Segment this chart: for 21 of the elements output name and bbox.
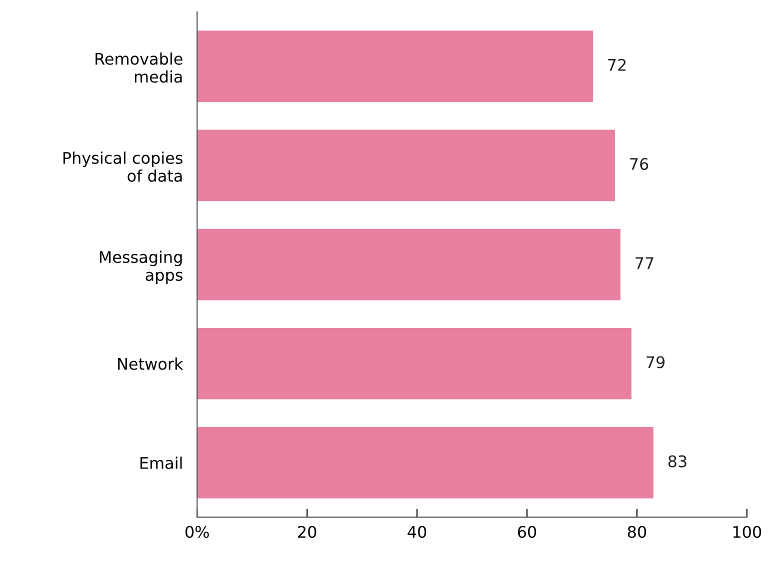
bar xyxy=(197,130,615,202)
y-tick-label: Physical copies of data xyxy=(63,152,182,182)
data-label: 79 xyxy=(646,356,665,368)
data-label: 76 xyxy=(630,158,648,170)
x-tick-label: 60 xyxy=(518,526,536,538)
bar xyxy=(197,228,620,300)
x-tick-label: 100 xyxy=(733,526,762,538)
bar xyxy=(197,427,654,498)
x-tick-label: 80 xyxy=(628,526,646,538)
bar xyxy=(197,328,632,400)
y-tick-label: Network xyxy=(118,358,184,370)
x-tick-label: 20 xyxy=(298,526,316,538)
x-tick-label: 0% xyxy=(186,526,209,538)
data-label: 72 xyxy=(608,58,626,71)
data-label: 77 xyxy=(636,257,654,269)
y-tick-label: Messaging apps xyxy=(100,250,182,284)
x-tick-label: 40 xyxy=(408,526,426,538)
data-label: 83 xyxy=(668,455,686,468)
y-tick-label: Email xyxy=(140,456,182,470)
bar xyxy=(197,30,593,102)
y-tick-label: Removable media xyxy=(96,52,182,83)
